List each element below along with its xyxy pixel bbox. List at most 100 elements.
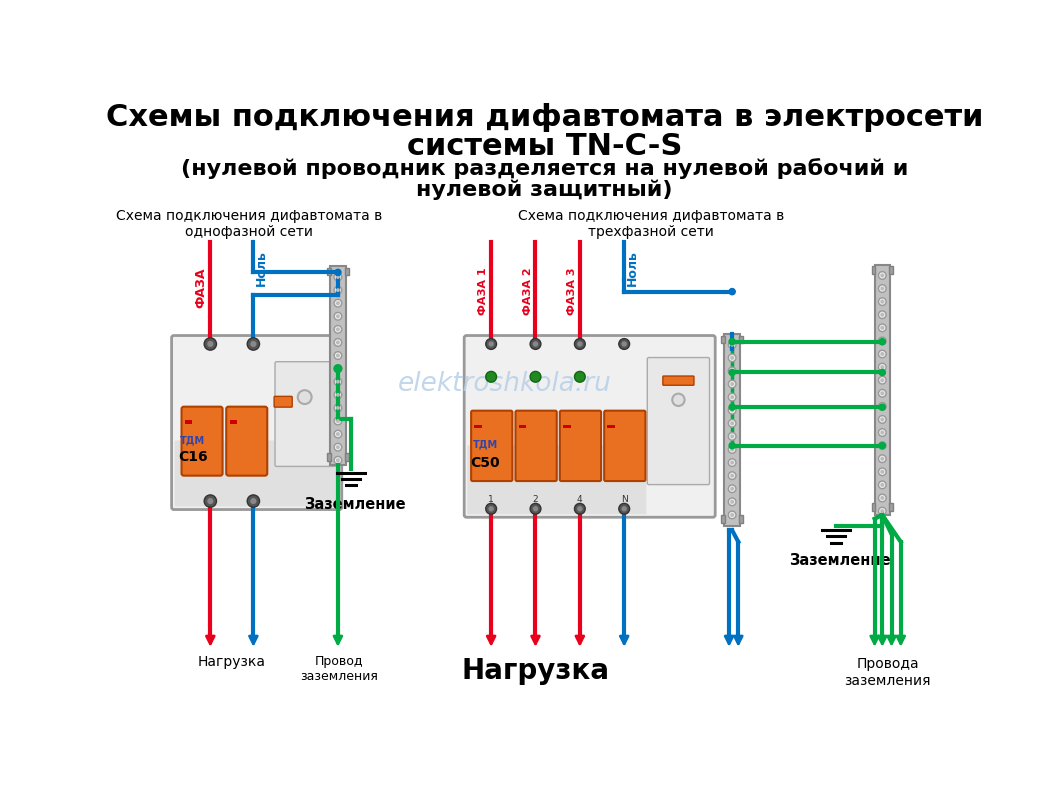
Circle shape (731, 487, 734, 491)
Bar (724, 334, 740, 526)
Circle shape (878, 363, 886, 371)
Circle shape (575, 338, 585, 349)
Circle shape (336, 380, 340, 384)
Circle shape (297, 390, 311, 404)
Circle shape (530, 338, 541, 349)
Circle shape (878, 285, 886, 292)
Circle shape (729, 511, 736, 518)
Text: 4: 4 (577, 495, 583, 504)
Circle shape (731, 474, 734, 477)
FancyBboxPatch shape (182, 407, 223, 476)
Circle shape (335, 404, 342, 412)
Bar (518, 425, 526, 428)
Circle shape (336, 353, 340, 357)
Circle shape (335, 364, 342, 372)
Circle shape (729, 498, 736, 506)
Circle shape (729, 380, 736, 388)
Circle shape (730, 404, 735, 410)
Circle shape (729, 459, 736, 466)
FancyBboxPatch shape (226, 407, 268, 476)
FancyBboxPatch shape (467, 445, 646, 515)
Circle shape (880, 391, 885, 395)
Circle shape (731, 395, 734, 399)
Circle shape (731, 356, 734, 360)
Circle shape (729, 367, 736, 375)
Circle shape (729, 472, 736, 480)
Bar (889, 266, 893, 274)
Circle shape (672, 394, 685, 406)
Circle shape (729, 445, 736, 453)
Circle shape (731, 500, 734, 503)
Circle shape (880, 313, 885, 317)
Circle shape (335, 378, 342, 386)
Bar (607, 425, 615, 428)
Bar (721, 336, 725, 343)
Circle shape (730, 442, 735, 449)
Text: Схема подключения дифавтомата в
трехфазной сети: Схема подключения дифавтомата в трехфазн… (518, 210, 785, 240)
FancyBboxPatch shape (515, 410, 556, 481)
Circle shape (335, 273, 342, 281)
Circle shape (335, 391, 342, 399)
Circle shape (530, 503, 541, 515)
Circle shape (878, 507, 886, 515)
Circle shape (247, 337, 259, 350)
Circle shape (575, 372, 585, 382)
Text: Схемы подключения дифавтомата в электросети: Схемы подключения дифавтомата в электрос… (105, 103, 983, 132)
FancyBboxPatch shape (174, 441, 339, 507)
Circle shape (336, 393, 340, 397)
Text: Нагрузка: Нагрузка (462, 657, 610, 685)
Circle shape (880, 418, 885, 422)
Circle shape (731, 369, 734, 373)
Text: ФАЗА 2: ФАЗА 2 (523, 268, 533, 315)
Circle shape (485, 372, 497, 382)
Circle shape (335, 430, 342, 438)
Circle shape (335, 269, 341, 276)
Circle shape (879, 442, 886, 449)
Text: ФАЗА 3: ФАЗА 3 (567, 268, 577, 315)
Circle shape (575, 503, 585, 515)
Text: ФАЗА: ФАЗА (194, 268, 207, 308)
FancyBboxPatch shape (172, 336, 342, 510)
Circle shape (879, 404, 886, 410)
Text: Провод
заземления: Провод заземления (301, 655, 378, 683)
Circle shape (577, 506, 583, 511)
Circle shape (489, 341, 494, 347)
Circle shape (878, 324, 886, 332)
Circle shape (336, 445, 340, 449)
Bar (327, 268, 331, 276)
Text: Провода
заземления: Провода заземления (844, 657, 931, 688)
Circle shape (335, 364, 342, 372)
Circle shape (878, 455, 886, 463)
Circle shape (878, 481, 886, 489)
Circle shape (880, 326, 885, 330)
Circle shape (729, 354, 736, 362)
Circle shape (878, 376, 886, 384)
FancyBboxPatch shape (472, 410, 512, 481)
Circle shape (729, 419, 736, 427)
Circle shape (880, 483, 885, 487)
Circle shape (878, 350, 886, 358)
Bar (721, 515, 725, 522)
Circle shape (336, 406, 340, 410)
Circle shape (251, 341, 256, 347)
Text: Заземление: Заземление (789, 553, 891, 569)
Text: ФАЗА 1: ФАЗА 1 (479, 268, 489, 315)
Circle shape (207, 341, 213, 347)
Circle shape (879, 369, 886, 376)
Circle shape (336, 327, 340, 331)
Circle shape (878, 337, 886, 345)
FancyBboxPatch shape (604, 410, 646, 481)
FancyBboxPatch shape (648, 357, 709, 484)
Bar (475, 425, 482, 428)
Bar (563, 425, 570, 428)
Circle shape (880, 430, 885, 434)
Circle shape (729, 393, 736, 401)
FancyBboxPatch shape (275, 362, 336, 466)
Text: N: N (621, 495, 628, 504)
Circle shape (251, 498, 256, 504)
Circle shape (729, 341, 736, 349)
Text: (нулевой проводник разделяется на нулевой рабочий и: (нулевой проводник разделяется на нулево… (181, 159, 908, 179)
Bar (186, 420, 192, 424)
Circle shape (729, 407, 736, 414)
Bar (739, 515, 743, 522)
